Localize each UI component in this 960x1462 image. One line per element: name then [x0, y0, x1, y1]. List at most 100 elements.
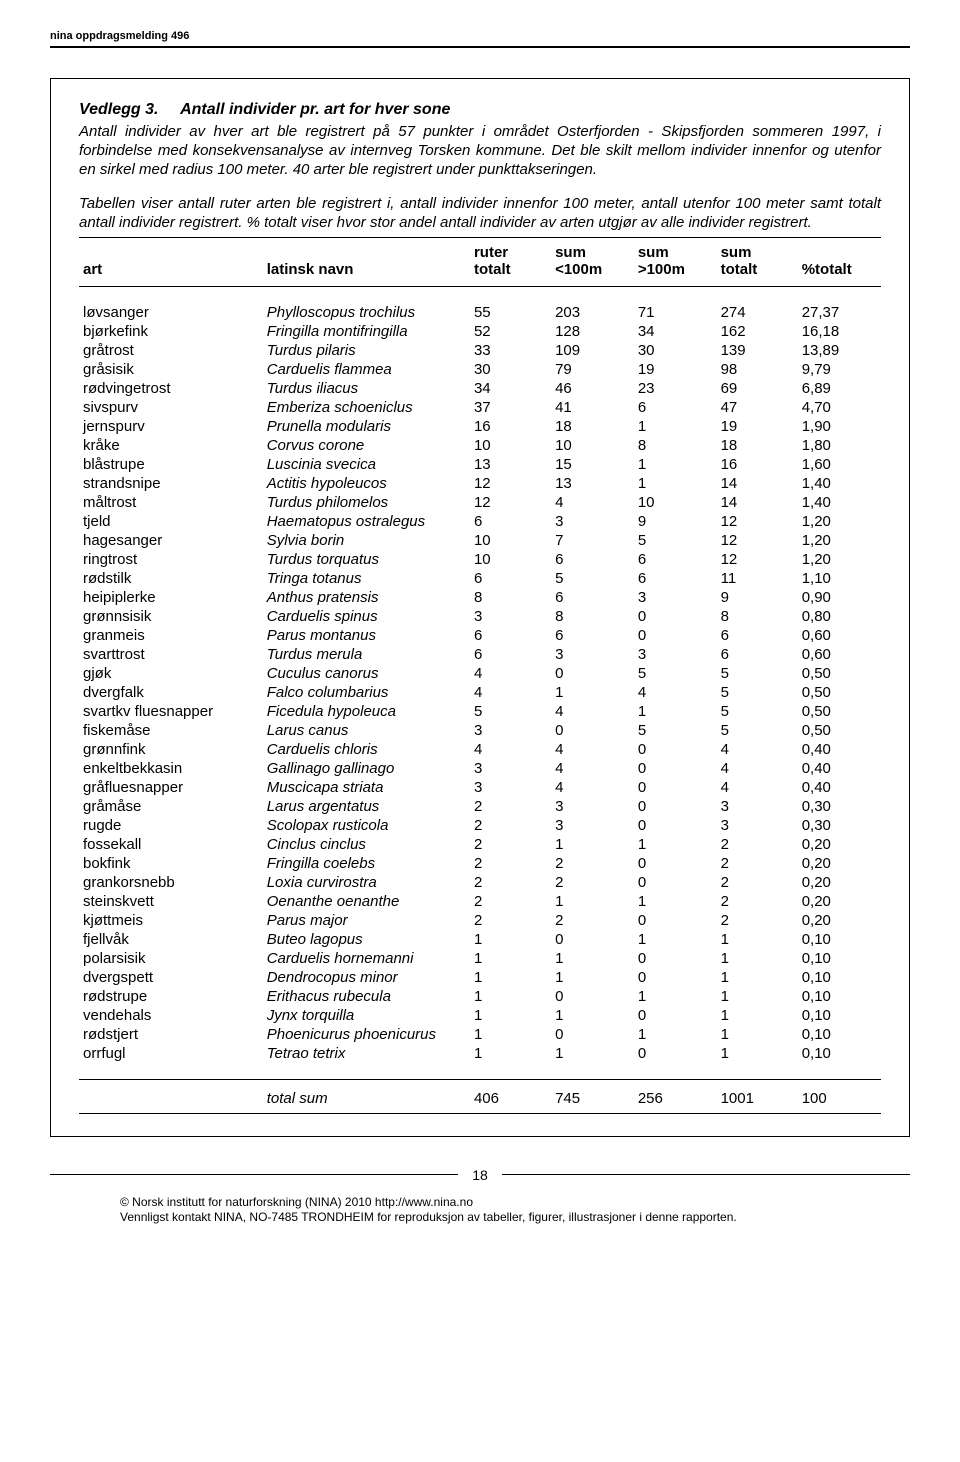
cell-pct: 0,20 [798, 835, 881, 854]
header-ruter-1: ruter [474, 244, 508, 261]
cell-latin: Buteo lagopus [263, 930, 470, 949]
table-row: fossekallCinclus cinclus21120,20 [79, 835, 881, 854]
table-row: bjørkefinkFringilla montifringilla521283… [79, 322, 881, 341]
cell-latin: Turdus merula [263, 645, 470, 664]
table-row: fiskemåseLarus canus30550,50 [79, 721, 881, 740]
cell-lt100: 6 [551, 626, 634, 645]
cell-lt100: 7 [551, 531, 634, 550]
cell-pct: 0,10 [798, 1044, 881, 1063]
cell-ruter: 6 [470, 569, 551, 588]
cell-ruter: 3 [470, 759, 551, 778]
cell-ruter: 1 [470, 930, 551, 949]
cell-pct: 0,20 [798, 854, 881, 873]
header-sum-gt-2: >100m [638, 261, 685, 278]
cell-total: 2 [717, 873, 798, 892]
cell-pct: 0,10 [798, 949, 881, 968]
cell-art: rødstjert [79, 1025, 263, 1044]
cell-gt100: 1 [634, 1025, 717, 1044]
cell-ruter: 3 [470, 607, 551, 626]
cell-latin: Haematopus ostralegus [263, 512, 470, 531]
cell-total: 274 [717, 303, 798, 322]
cell-total-label: total sum [263, 1079, 470, 1113]
cell-latin: Cuculus canorus [263, 664, 470, 683]
cell-art: gråfluesnapper [79, 778, 263, 797]
cell-latin: Carduelis flammea [263, 360, 470, 379]
cell-lt100: 745 [551, 1079, 634, 1113]
cell-ruter: 2 [470, 892, 551, 911]
cell-lt100: 2 [551, 873, 634, 892]
cell-gt100: 0 [634, 1044, 717, 1063]
cell-ruter: 5 [470, 702, 551, 721]
table-row: tjeldHaematopus ostralegus639121,20 [79, 512, 881, 531]
cell-art: grønnfink [79, 740, 263, 759]
cell-ruter: 1 [470, 1025, 551, 1044]
title-prefix: Vedlegg 3. [79, 101, 158, 118]
cell-latin: Turdus philomelos [263, 493, 470, 512]
cell-latin: Parus major [263, 911, 470, 930]
cell-lt100: 4 [551, 702, 634, 721]
cell-gt100: 10 [634, 493, 717, 512]
table-row: rødstjertPhoenicurus phoenicurus10110,10 [79, 1025, 881, 1044]
cell-ruter: 1 [470, 987, 551, 1006]
cell-art: grønnsisik [79, 607, 263, 626]
cell-pct: 4,70 [798, 398, 881, 417]
header-pct: %totalt [798, 238, 881, 287]
cell-gt100: 1 [634, 835, 717, 854]
cell-lt100: 3 [551, 797, 634, 816]
cell-gt100: 0 [634, 1006, 717, 1025]
cell-gt100: 256 [634, 1079, 717, 1113]
cell-pct: 1,20 [798, 531, 881, 550]
cell-gt100: 6 [634, 550, 717, 569]
cell-total: 5 [717, 664, 798, 683]
cell-lt100: 1 [551, 683, 634, 702]
cell-art: steinskvett [79, 892, 263, 911]
cell-latin: Sylvia borin [263, 531, 470, 550]
cell-total: 12 [717, 531, 798, 550]
cell-gt100: 0 [634, 949, 717, 968]
table-row: granmeisParus montanus66060,60 [79, 626, 881, 645]
cell-art: fossekall [79, 835, 263, 854]
cell-art: sivspurv [79, 398, 263, 417]
cell-pct: 100 [798, 1079, 881, 1113]
header-sum-tot-1: sum [721, 244, 752, 261]
cell-lt100: 3 [551, 816, 634, 835]
table-row: blåstrupeLuscinia svecica13151161,60 [79, 455, 881, 474]
cell-ruter: 8 [470, 588, 551, 607]
cell-total: 4 [717, 740, 798, 759]
cell-total: 1001 [717, 1079, 798, 1113]
cell-gt100: 6 [634, 398, 717, 417]
table-row: polarsisikCarduelis hornemanni11010,10 [79, 949, 881, 968]
header-sum-lt-1: sum [555, 244, 586, 261]
cell-lt100: 8 [551, 607, 634, 626]
cell-latin: Corvus corone [263, 436, 470, 455]
table-row: gråmåseLarus argentatus23030,30 [79, 797, 881, 816]
cell-art: måltrost [79, 493, 263, 512]
cell-lt100: 1 [551, 1044, 634, 1063]
cell-latin: Erithacus rubecula [263, 987, 470, 1006]
cell-pct: 0,20 [798, 873, 881, 892]
cell-ruter: 1 [470, 968, 551, 987]
cell-pct: 0,90 [798, 588, 881, 607]
cell-total: 8 [717, 607, 798, 626]
cell-art: dvergfalk [79, 683, 263, 702]
cell-latin: Oenanthe oenanthe [263, 892, 470, 911]
table-row: rødvingetrostTurdus iliacus344623696,89 [79, 379, 881, 398]
cell-art: vendehals [79, 1006, 263, 1025]
footer-line-2: Vennligst kontakt NINA, NO-7485 TRONDHEI… [120, 1210, 910, 1226]
cell-lt100: 1 [551, 968, 634, 987]
cell-gt100: 5 [634, 664, 717, 683]
cell-lt100: 0 [551, 664, 634, 683]
cell-art: jernspurv [79, 417, 263, 436]
species-table: art latinsk navn ruter totalt sum <100m … [79, 238, 881, 1114]
table-row: vendehalsJynx torquilla11010,10 [79, 1006, 881, 1025]
cell-lt100: 203 [551, 303, 634, 322]
spacer-row [79, 1063, 881, 1080]
cell-total: 2 [717, 835, 798, 854]
cell-gt100: 5 [634, 721, 717, 740]
cell-pct: 16,18 [798, 322, 881, 341]
cell-latin: Phylloscopus trochilus [263, 303, 470, 322]
cell-latin: Fringilla coelebs [263, 854, 470, 873]
table-row: grønnsisikCarduelis spinus38080,80 [79, 607, 881, 626]
cell-total: 19 [717, 417, 798, 436]
cell-art: tjeld [79, 512, 263, 531]
